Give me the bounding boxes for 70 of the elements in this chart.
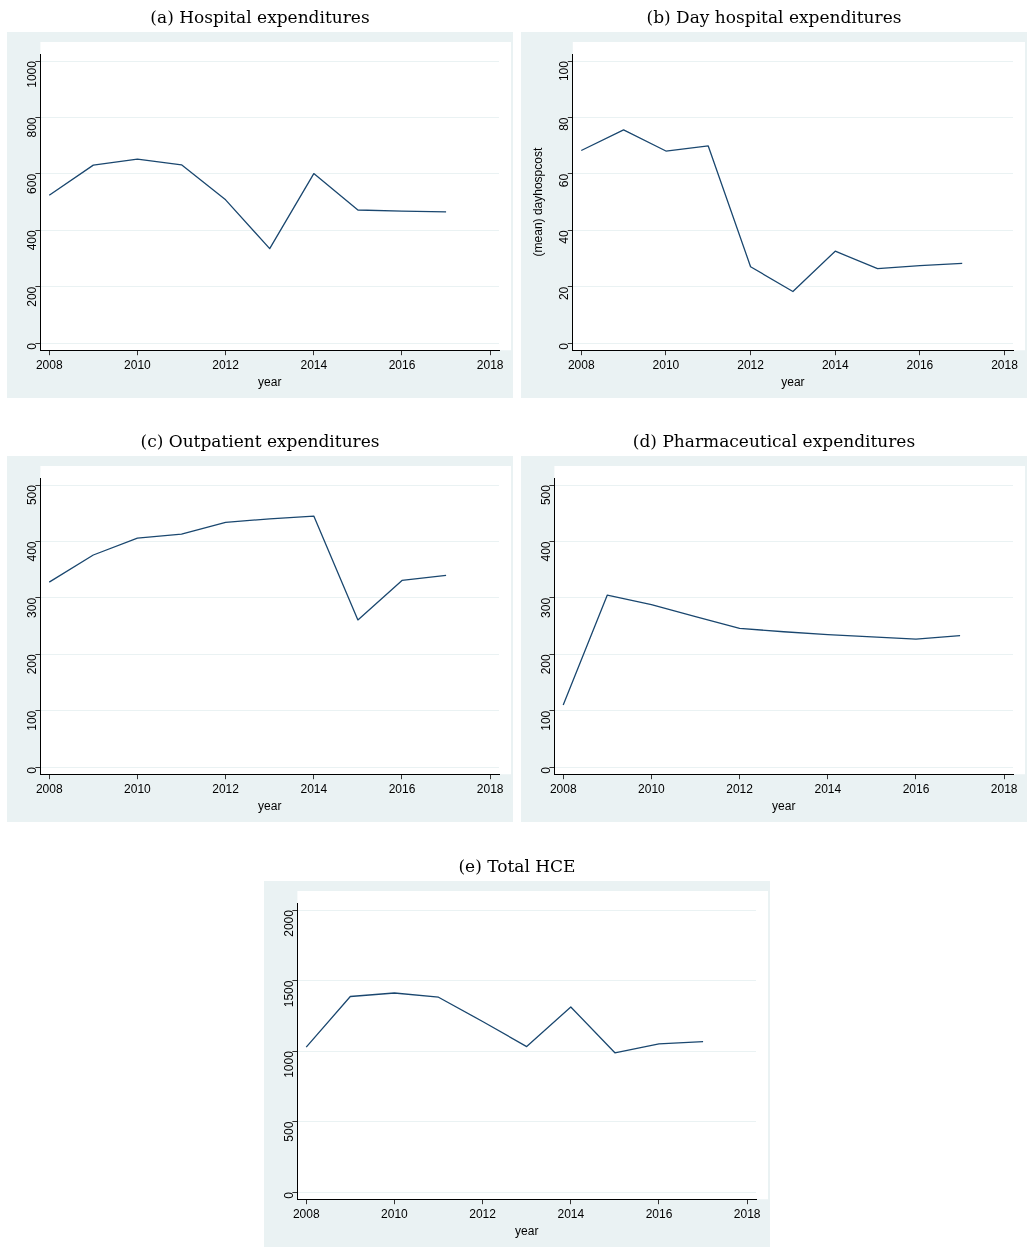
x-tick-label: 2018 <box>991 357 1019 372</box>
x-tick-label: 2010 <box>652 357 680 372</box>
y-tick-label: 100 <box>538 710 553 731</box>
x-axis-title: year <box>258 375 282 390</box>
y-tick-label: 200 <box>24 286 39 307</box>
x-tick-label: 2016 <box>388 781 416 796</box>
x-tick-label: 2018 <box>476 357 504 372</box>
x-tick-label: 2008 <box>549 781 577 796</box>
x-tick-label: 2014 <box>557 1206 585 1221</box>
y-tick-label: 0 <box>557 342 572 350</box>
x-tick-label: 2014 <box>814 781 842 796</box>
y-tick-label: 20 <box>557 286 572 301</box>
y-tick-label: 500 <box>281 1121 296 1142</box>
x-tick-label: 2012 <box>469 1206 497 1221</box>
y-tick-label: 100 <box>557 60 572 82</box>
x-tick-label: 2014 <box>300 781 328 796</box>
y-tick-label: 200 <box>24 653 39 675</box>
x-tick-label: 2012 <box>726 781 754 796</box>
x-tick-label: 2008 <box>35 781 63 796</box>
x-tick-label: 2010 <box>638 781 666 796</box>
chart-title: (b) Day hospital expenditures <box>645 6 903 29</box>
y-tick-label: 400 <box>24 229 39 251</box>
y-tick-label: 0 <box>24 342 39 350</box>
chart-title: (d) Pharmaceutical expenditures <box>631 430 917 453</box>
x-tick-label: 2016 <box>645 1206 673 1221</box>
x-axis-title: year <box>781 375 805 390</box>
x-tick-label: 2018 <box>476 781 504 796</box>
x-tick-label: 2010 <box>124 781 152 796</box>
y-tick-label: 500 <box>538 484 553 506</box>
y-tick-label: 1000 <box>281 1050 296 1078</box>
x-tick-label: 2016 <box>902 781 930 796</box>
x-tick-label: 2018 <box>733 1206 761 1221</box>
y-tick-label: 0 <box>281 1191 296 1199</box>
y-tick-label: 0 <box>538 766 553 774</box>
y-tick-label: 2000 <box>281 909 296 937</box>
y-tick-label: 1500 <box>281 980 296 1008</box>
x-axis-title: year <box>772 799 796 814</box>
x-tick-label: 2008 <box>35 357 63 372</box>
x-tick-label: 2014 <box>821 357 849 372</box>
chart-title: (a) Hospital expenditures <box>149 6 371 29</box>
y-tick-label: 0 <box>24 766 39 774</box>
chart-title: (e) Total HCE <box>457 855 577 878</box>
y-tick-label: 60 <box>557 173 572 188</box>
y-tick-label: 400 <box>24 541 39 562</box>
y-tick-label: 300 <box>538 597 553 618</box>
x-tick-label: 2008 <box>567 357 595 372</box>
y-tick-label: 500 <box>24 484 39 506</box>
x-tick-label: 2018 <box>990 781 1018 796</box>
y-axis-title: (mean) dayhospcost <box>530 147 545 257</box>
y-tick-label: 100 <box>24 710 39 731</box>
x-axis-title: year <box>515 1224 539 1239</box>
x-tick-label: 2014 <box>300 357 328 372</box>
y-tick-label: 200 <box>538 653 553 675</box>
y-tick-label: 800 <box>24 117 39 138</box>
y-tick-label: 600 <box>24 173 39 194</box>
x-axis-title: year <box>258 799 282 814</box>
y-tick-label: 400 <box>538 541 553 562</box>
chart-title: (c) Outpatient expenditures <box>139 430 381 453</box>
x-tick-label: 2016 <box>388 357 416 372</box>
x-tick-label: 2010 <box>381 1206 409 1221</box>
y-tick-label: 40 <box>557 230 572 244</box>
y-tick-label: 300 <box>24 597 39 618</box>
y-tick-label: 1000 <box>24 60 39 88</box>
y-tick-label: 80 <box>557 117 572 131</box>
x-tick-label: 2012 <box>212 781 240 796</box>
x-tick-label: 2012 <box>737 357 765 372</box>
x-tick-label: 2016 <box>906 357 934 372</box>
x-tick-label: 2012 <box>212 357 240 372</box>
x-tick-label: 2010 <box>124 357 152 372</box>
x-tick-label: 2008 <box>292 1206 320 1221</box>
